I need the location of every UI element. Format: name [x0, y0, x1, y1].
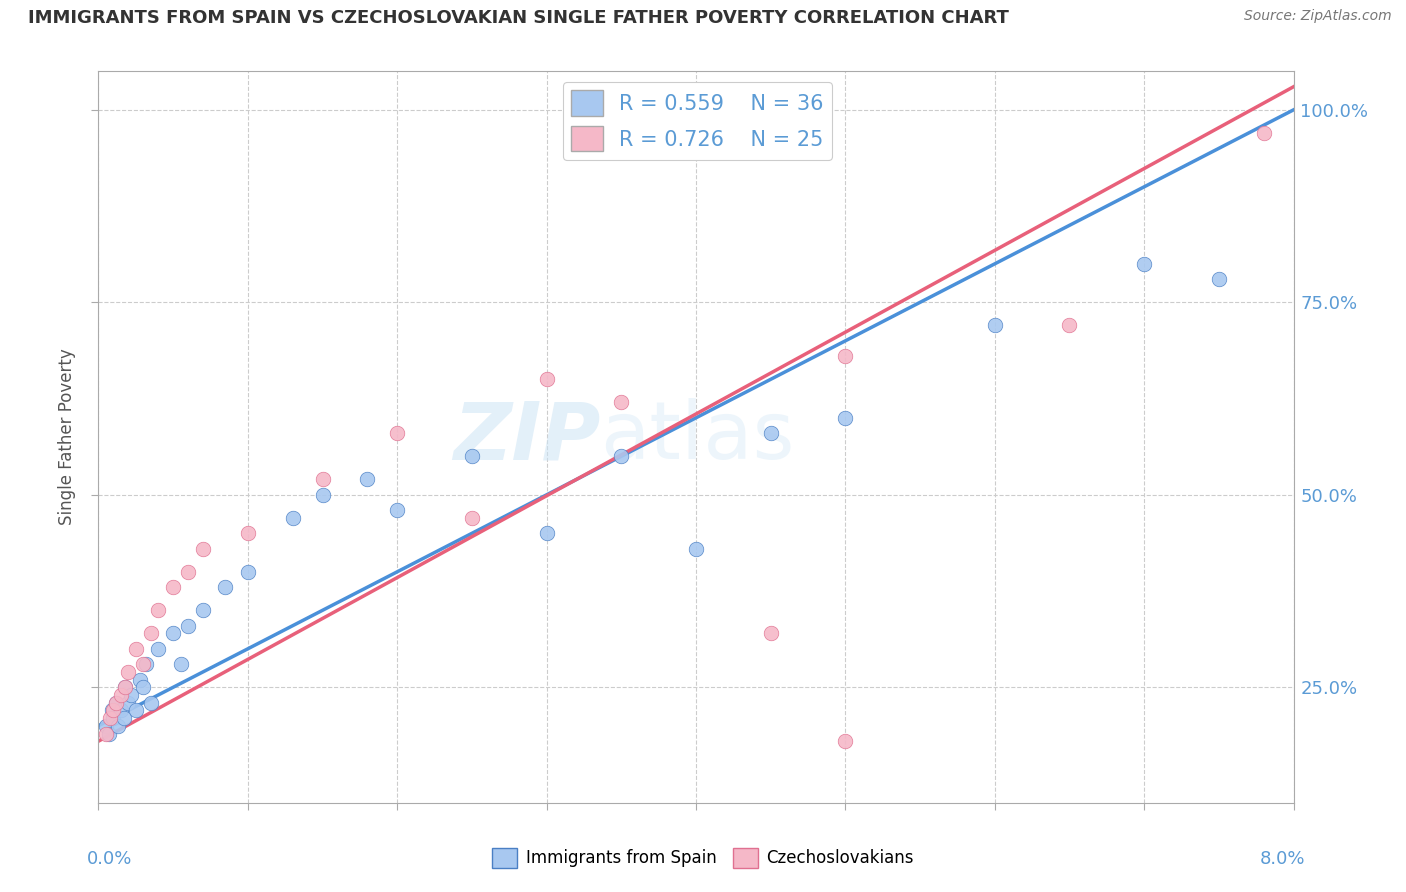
Text: 0.0%: 0.0%: [87, 850, 132, 868]
Legend: R = 0.559    N = 36, R = 0.726    N = 25: R = 0.559 N = 36, R = 0.726 N = 25: [562, 82, 832, 160]
Point: [132, 657, 155, 672]
Point: [169, 657, 191, 672]
Point: [105, 696, 128, 710]
Point: [101, 703, 124, 717]
Point: [114, 681, 136, 695]
Point: [236, 565, 259, 579]
Point: [107, 719, 129, 733]
Point: [114, 681, 136, 695]
Text: ZIP: ZIP: [453, 398, 600, 476]
Point: [105, 696, 128, 710]
Point: [162, 580, 184, 594]
Point: [177, 618, 200, 632]
Point: [311, 488, 333, 502]
Point: [129, 673, 152, 687]
Point: [536, 526, 558, 541]
Point: [610, 450, 633, 464]
Point: [125, 641, 148, 656]
Point: [97, 726, 120, 740]
Point: [148, 603, 170, 617]
Point: [162, 626, 184, 640]
Point: [1253, 126, 1275, 140]
Point: [461, 511, 484, 525]
Point: [1208, 272, 1230, 286]
Text: 8.0%: 8.0%: [1260, 850, 1306, 868]
Point: [132, 681, 155, 695]
Point: [120, 688, 142, 702]
Point: [834, 349, 856, 363]
Point: [984, 318, 1007, 333]
Point: [685, 541, 707, 556]
Point: [139, 696, 162, 710]
Point: [94, 719, 117, 733]
Point: [311, 472, 333, 486]
Point: [191, 541, 214, 556]
Point: [103, 703, 125, 717]
Point: [177, 565, 200, 579]
Point: [834, 734, 856, 748]
Y-axis label: Single Father Poverty: Single Father Poverty: [58, 349, 76, 525]
Point: [139, 626, 162, 640]
Point: [110, 703, 132, 717]
Point: [117, 665, 139, 679]
Point: [610, 395, 633, 409]
Point: [461, 450, 484, 464]
Point: [117, 696, 139, 710]
Text: IMMIGRANTS FROM SPAIN VS CZECHOSLOVAKIAN SINGLE FATHER POVERTY CORRELATION CHART: IMMIGRANTS FROM SPAIN VS CZECHOSLOVAKIAN…: [28, 9, 1010, 27]
Point: [385, 426, 409, 441]
Point: [1059, 318, 1081, 333]
Point: [125, 703, 148, 717]
Point: [135, 657, 157, 672]
Point: [110, 688, 132, 702]
Point: [103, 711, 125, 725]
Text: Source: ZipAtlas.com: Source: ZipAtlas.com: [1244, 9, 1392, 23]
Point: [1133, 257, 1156, 271]
Text: atlas: atlas: [600, 398, 794, 476]
Point: [236, 526, 259, 541]
Point: [759, 426, 782, 441]
Point: [112, 711, 135, 725]
Point: [759, 626, 782, 640]
Point: [148, 641, 170, 656]
Point: [385, 503, 409, 517]
Point: [214, 580, 236, 594]
Point: [191, 603, 214, 617]
Point: [281, 511, 304, 525]
Point: [834, 410, 856, 425]
Legend: Immigrants from Spain, Czechoslovakians: Immigrants from Spain, Czechoslovakians: [485, 841, 921, 875]
Point: [356, 472, 378, 486]
Point: [536, 372, 558, 386]
Point: [98, 711, 122, 725]
Point: [94, 726, 117, 740]
